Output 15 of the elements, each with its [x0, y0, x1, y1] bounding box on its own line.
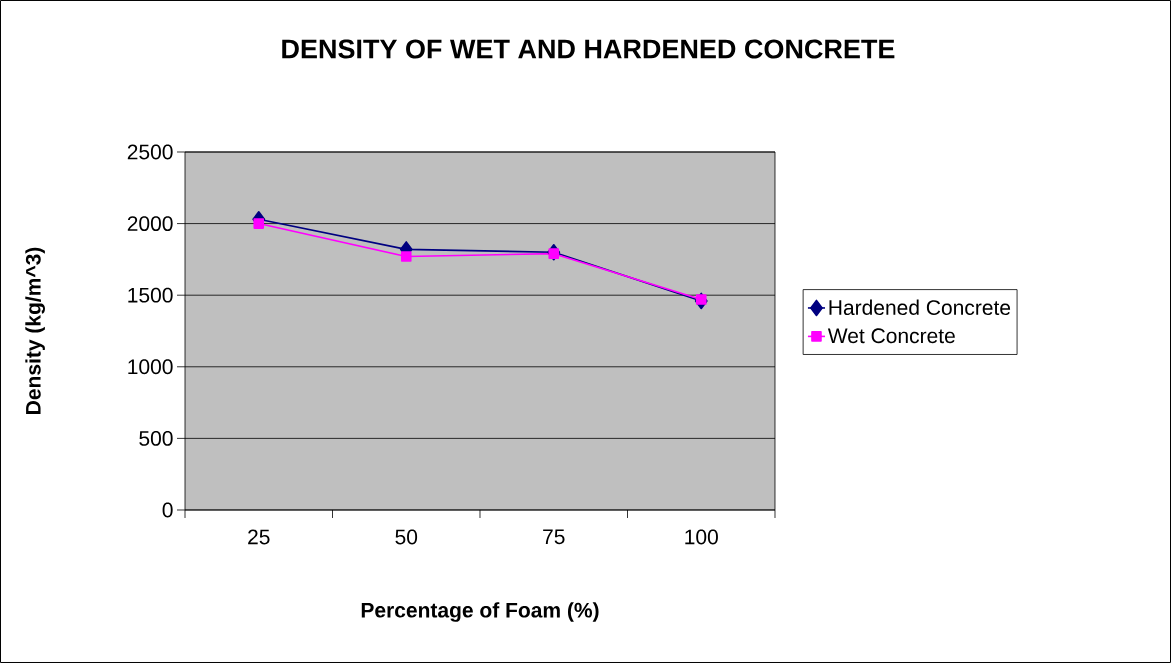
y-tick-label: 1500 — [128, 287, 173, 303]
y-axis-title: Density (kg/m^3) — [25, 247, 45, 414]
y-tick-label: 500 — [139, 430, 173, 446]
x-tick-label: 50 — [395, 529, 418, 545]
chart-title: DENSITY OF WET AND HARDENED CONCRETE — [282, 39, 895, 59]
legend-label: Hardened Concrete — [829, 299, 1011, 316]
x-axis-title: Percentage of Foam (%) — [361, 602, 599, 622]
x-tick-label: 75 — [543, 529, 565, 545]
y-tick-label: 2500 — [127, 144, 173, 160]
y-tick-label: 1000 — [128, 359, 173, 375]
y-tick-label: 0 — [162, 502, 173, 518]
y-tick-label: 2000 — [127, 216, 173, 232]
legend-label: Wet Concrete — [827, 328, 955, 344]
x-tick-label: 25 — [248, 529, 270, 545]
x-tick-label: 100 — [685, 529, 718, 545]
